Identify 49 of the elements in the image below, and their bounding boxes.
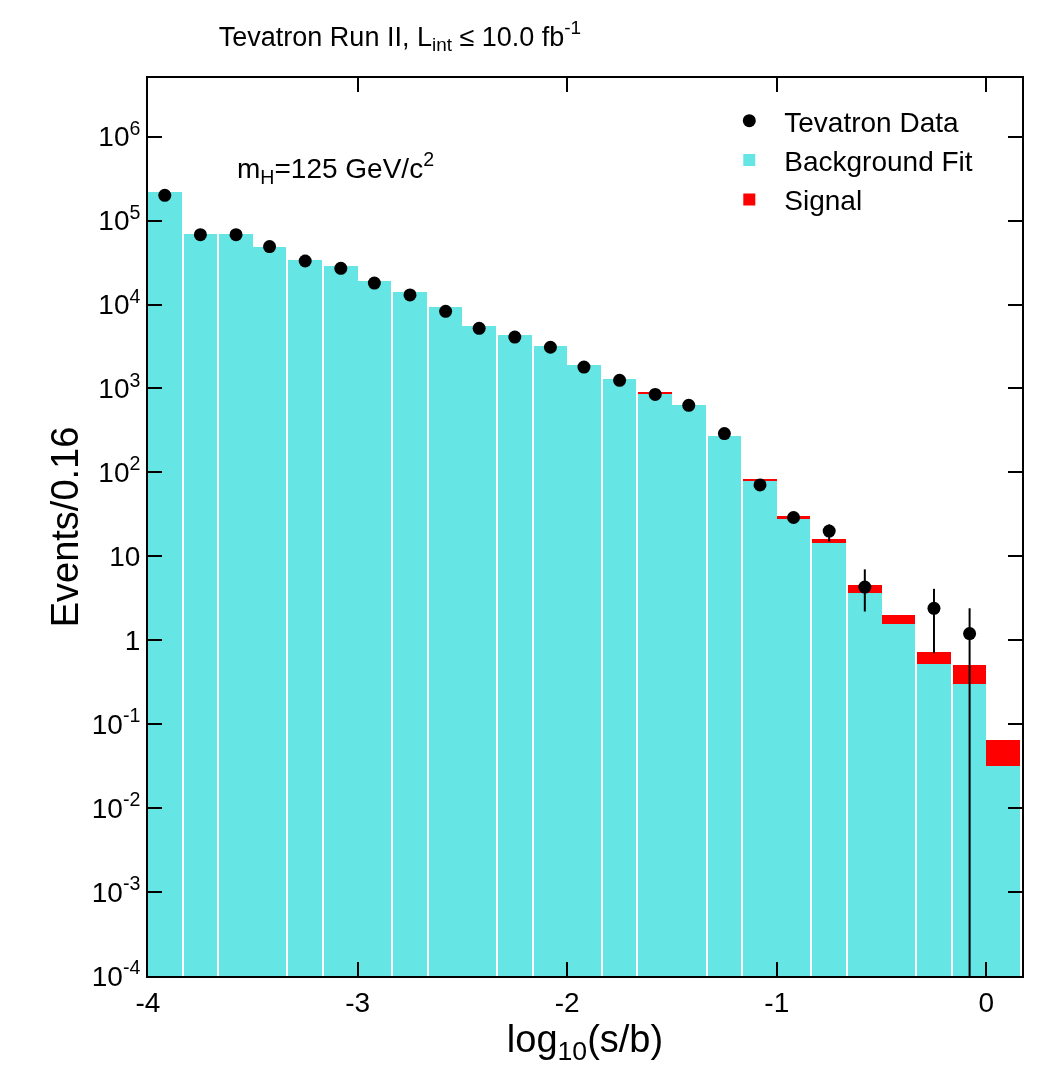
bar — [952, 664, 987, 685]
point — [822, 524, 836, 538]
y-tick-label: 10$^{-3}$ — [91, 872, 141, 908]
x-axis-title: log$_{10}$(s/b) — [506, 1017, 664, 1066]
x-tick-label: -2 — [554, 986, 580, 1018]
point — [927, 601, 941, 615]
point — [508, 330, 522, 344]
x-tick-label: -3 — [345, 986, 371, 1018]
bar — [881, 615, 916, 624]
y-tick-label: 10$^{2}$ — [98, 452, 141, 489]
y-tick-label: 10$^{3}$ — [98, 368, 141, 405]
point — [158, 188, 172, 202]
point — [472, 321, 486, 335]
point — [963, 627, 977, 641]
point — [648, 387, 662, 401]
point — [717, 427, 731, 441]
legend-label: Signal — [784, 185, 863, 217]
y-tick-label: 10$^{5}$ — [98, 200, 141, 237]
point — [367, 276, 381, 290]
y-tick-label: 1 — [124, 625, 141, 657]
point — [787, 511, 801, 525]
legend-label: Background Fit — [784, 145, 973, 177]
legend-label: Tevatron Data — [784, 106, 960, 138]
bar — [917, 651, 951, 665]
point — [577, 360, 591, 374]
bar — [986, 739, 1020, 766]
point — [334, 261, 348, 275]
point — [613, 373, 627, 387]
point — [229, 228, 243, 242]
y-tick-label: 10$^{4}$ — [98, 284, 141, 321]
y-axis-title: Events/0.16 — [43, 426, 86, 628]
y-tick-label: 10$^{-2}$ — [91, 788, 141, 824]
x-tick-label: 0 — [978, 986, 995, 1018]
bar — [812, 539, 846, 544]
y-tick-label: 10$^{-1}$ — [91, 704, 141, 740]
annotation: m$_{H}$=125 GeV/c$^{2}$ — [237, 148, 435, 188]
point — [543, 340, 557, 354]
point — [753, 478, 767, 492]
point — [193, 228, 207, 242]
point — [298, 254, 312, 268]
y-tick-label: 10$^{6}$ — [98, 116, 141, 153]
y-tick-label: 10 — [109, 541, 141, 573]
point — [682, 398, 696, 412]
point — [263, 240, 277, 254]
x-tick-label: -1 — [764, 986, 790, 1018]
point — [439, 304, 453, 318]
chart-title: Tevatron Run II, L$_{int}$ ≤ 10.0 fb$^{-1}$ — [218, 17, 582, 56]
point — [858, 580, 872, 594]
point — [403, 288, 417, 302]
